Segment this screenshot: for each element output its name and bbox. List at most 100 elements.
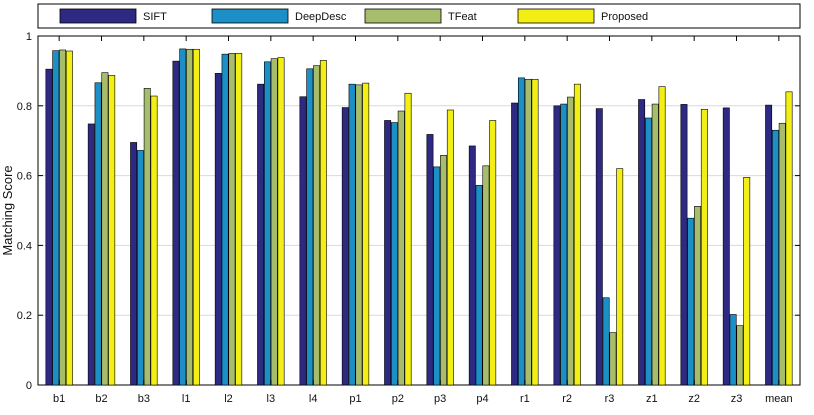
x-tick-label-p1: p1 [349,393,361,405]
bar-sift-b3 [130,142,138,386]
y-tick-label: 0.8 [17,101,32,113]
x-tick-label-p4: p4 [476,393,488,405]
bar-deepdesc-r3 [602,297,610,386]
x-tick-label-b2: b2 [95,393,107,405]
bar-sift-r1 [511,102,519,386]
x-tick-label-z2: z2 [688,393,700,405]
bar-tfeat-b2 [101,72,109,386]
bar-sift-z1 [638,99,646,386]
bar-tfeat-p4 [482,165,490,386]
bar-proposed-z3 [743,177,751,386]
bar-proposed-b1 [65,50,73,386]
bar-tfeat-z1 [651,103,659,386]
bar-proposed-b2 [108,75,116,386]
bar-proposed-z2 [700,108,708,386]
bar-deepdesc-b1 [52,50,60,386]
bar-tfeat-l1 [186,48,194,386]
y-axis-label: Matching Score [0,165,15,255]
bar-proposed-r2 [573,83,581,386]
legend-swatch-proposed [517,8,595,24]
grid-lines [38,105,800,316]
bar-deepdesc-mean [771,129,779,386]
bar-proposed-l1 [192,48,200,386]
bar-tfeat-l4 [313,65,321,386]
legend-swatch-tfeat [364,8,442,24]
x-tick-label-l4: l4 [309,393,318,405]
bar-deepdesc-l1 [179,48,187,386]
bar-tfeat-r1 [524,78,532,386]
bar-sift-p3 [426,134,434,386]
bar-proposed-r1 [531,78,539,386]
y-tick-label: 0.2 [17,310,32,322]
bar-sift-p4 [468,145,476,386]
bar-proposed-r3 [616,168,624,386]
bar-sift-p2 [384,120,392,386]
bar-tfeat-l3 [270,58,278,386]
x-tick-label-p3: p3 [434,393,446,405]
bars [45,48,793,386]
y-tick-label: 0.6 [17,171,32,183]
bar-deepdesc-l3 [263,61,271,386]
x-tick-label-r3: r3 [605,393,615,405]
bar-proposed-mean [785,91,793,386]
bar-sift-p1 [341,107,349,386]
bar-sift-l4 [299,96,307,386]
x-tick-label-p2: p2 [392,393,404,405]
bar-proposed-p3 [446,109,454,386]
y-tick-label: 0 [26,380,32,392]
x-tick-label-r1: r1 [520,393,530,405]
bar-deepdesc-l2 [221,53,229,386]
bar-deepdesc-l4 [306,68,314,386]
legend: SIFT DeepDesc TFeat Proposed [37,3,801,29]
bar-tfeat-z2 [694,206,702,386]
x-tick-label-l2: l2 [224,393,233,405]
legend-label-tfeat: TFeat [448,11,477,23]
bar-proposed-b3 [150,95,158,386]
bar-sift-mean [765,104,773,386]
bar-sift-r2 [553,105,561,386]
bar-sift-l2 [214,73,222,386]
bar-tfeat-b3 [143,88,151,386]
bar-tfeat-r2 [567,96,575,386]
bar-deepdesc-p2 [390,122,398,386]
x-tick-label-l3: l3 [267,393,276,405]
legend-label-deepdesc: DeepDesc [295,11,347,23]
bar-tfeat-l2 [228,53,236,386]
x-axis-ticks: b1 b2 b3 l1 l2 l3 l4 p1 p2 p3 p4 r1 r2 r3 z1 z2 z3 mean [53,36,793,405]
bar-deepdesc-p3 [433,166,441,386]
bar-proposed-l2 [235,53,243,386]
legend-label-proposed: Proposed [601,11,648,23]
x-tick-label-b1: b1 [53,393,65,405]
x-tick-label-mean: mean [765,393,793,405]
bar-sift-l1 [172,60,180,386]
bar-deepdesc-p1 [348,83,356,386]
bar-sift-l3 [257,83,265,386]
bar-proposed-p4 [489,120,497,386]
bar-tfeat-p3 [440,155,448,386]
x-tick-label-r2: r2 [562,393,572,405]
legend-swatch-deepdesc [211,8,289,24]
bar-tfeat-r3 [609,332,617,386]
bar-deepdesc-b3 [136,150,144,386]
bar-sift-r3 [595,108,603,386]
bar-deepdesc-r2 [560,103,568,386]
x-tick-label-z1: z1 [646,393,658,405]
bar-tfeat-b1 [59,49,67,386]
x-tick-label-z3: z3 [731,393,743,405]
bar-sift-b2 [87,123,95,386]
bar-deepdesc-z3 [729,314,737,386]
bar-deepdesc-z1 [644,117,652,386]
x-tick-label-b3: b3 [138,393,150,405]
bar-sift-z3 [722,107,730,386]
x-tick-label-l1: l1 [182,393,191,405]
legend-label-sift: SIFT [143,11,167,23]
bar-deepdesc-b2 [94,82,102,386]
bar-proposed-l3 [277,57,285,386]
bar-tfeat-p1 [355,84,363,386]
bar-deepdesc-r1 [517,77,525,386]
bar-proposed-z1 [658,86,666,386]
bar-proposed-p2 [404,92,412,386]
bar-tfeat-z3 [736,325,744,386]
bar-proposed-l4 [319,60,327,386]
